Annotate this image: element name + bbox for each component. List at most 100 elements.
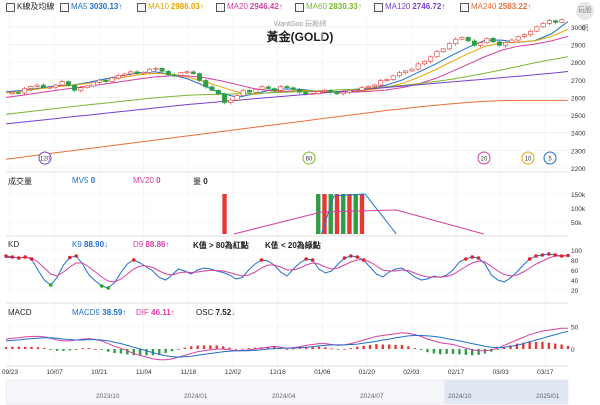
osc-bar (349, 348, 353, 349)
osc-bar (439, 349, 442, 355)
ma-marker-120 (38, 151, 52, 165)
volume-label: 成交量 (8, 177, 32, 186)
candle-body (478, 42, 484, 46)
legend-title: K線及均線 (6, 0, 54, 14)
checkbox-icon[interactable] (216, 2, 225, 12)
period-label: 2024/07 (360, 393, 384, 400)
candle-body (553, 20, 559, 23)
candle-body (265, 86, 271, 89)
candle-body (503, 42, 509, 46)
candle-body (209, 86, 215, 91)
osc-bar (445, 349, 448, 354)
osc-bar (30, 346, 33, 349)
kd-red-dot (566, 253, 570, 258)
date-tick-label: 10/21 (91, 369, 108, 376)
price-tick-label: 2800 (571, 60, 586, 67)
candle-body (471, 40, 477, 46)
candle-body (315, 91, 321, 94)
osc-bar (138, 349, 142, 356)
kd-red-dot (68, 255, 72, 260)
osc-label: OSC 7.52↓ (196, 308, 236, 317)
ma-marker-10 (521, 151, 535, 165)
kd-red-dot (259, 258, 264, 262)
ma-marker-label: 10 (525, 157, 532, 163)
osc-bar (471, 349, 474, 356)
osc-bar (509, 345, 512, 349)
candle-body (421, 60, 427, 65)
osc-bar (43, 348, 46, 349)
candle-body (147, 68, 153, 73)
volume-bar (322, 194, 327, 234)
candle-body (378, 80, 384, 86)
candle-body (240, 90, 246, 96)
ma-marker-label: 120 (40, 157, 51, 163)
candle-body (521, 34, 527, 37)
candle-body (409, 68, 415, 72)
kd-red-dot (355, 255, 360, 259)
volume-tick-label: 50k (571, 220, 582, 227)
candle-body (528, 30, 534, 36)
ma-marker-20 (477, 151, 491, 165)
checkbox-icon[interactable] (460, 2, 469, 12)
osc-bar (273, 346, 276, 349)
checkbox-icon[interactable] (137, 2, 146, 12)
legend-ma120[interactable]: MA120 2746.72↑ (374, 0, 445, 14)
checkbox-icon[interactable] (60, 2, 69, 12)
candle-body (234, 95, 240, 101)
kd-red-dot (527, 257, 532, 261)
kd-red-dot (540, 253, 545, 257)
osc-bar (534, 341, 538, 349)
osc-bar (477, 349, 480, 355)
osc-bar (221, 346, 225, 349)
candle-body (128, 71, 134, 75)
date-tick-label: 12/16 (269, 369, 286, 376)
candle-body (496, 41, 502, 46)
volume-tick-label: 100k (571, 206, 586, 213)
osc-bar (145, 349, 148, 356)
osc-bar (158, 349, 161, 355)
osc-bar (17, 346, 20, 349)
candle-body (97, 79, 103, 83)
candle-body (259, 86, 265, 90)
osc-bar (311, 346, 314, 349)
checkbox-icon[interactable] (295, 2, 304, 12)
candle-body (396, 72, 402, 77)
osc-bar (202, 345, 206, 349)
legend-ma5[interactable]: MA5 3030.13↑ (60, 0, 122, 14)
candle-body (272, 88, 277, 91)
osc-bar (62, 349, 65, 351)
checkbox-icon[interactable] (374, 2, 383, 12)
candle-body (122, 73, 128, 76)
candle-body (284, 86, 290, 89)
candle-body (278, 86, 284, 91)
legend-ma10[interactable]: MA10 2986.03↑ (137, 0, 204, 14)
osc-bar (55, 349, 59, 351)
mv20-label: MV20 0 (133, 176, 161, 185)
ma-line-ma120 (5, 71, 569, 125)
kd-red-dot (16, 256, 21, 260)
legend-ma20[interactable]: MA20 2946.42↑ (216, 0, 283, 14)
kd-red-dot (4, 254, 8, 258)
legend-ma60[interactable]: MA60 2830.33↑ (295, 0, 362, 14)
macd9-line (5, 330, 569, 358)
period-label: 2023/10 (96, 393, 120, 400)
d9-label: D9 88.86↑ (133, 240, 170, 249)
macd-label: MACD (8, 308, 32, 317)
price-tick-label: 2500 (571, 113, 586, 120)
volume-bar (222, 194, 227, 234)
volume-bar (341, 194, 346, 234)
candle-body (140, 72, 146, 74)
candle-body (440, 48, 446, 52)
overview-window (444, 380, 568, 404)
candle-body (84, 85, 90, 89)
date-tick-label: 11/18 (181, 369, 197, 376)
date-tick-label: 01/06 (314, 369, 331, 376)
osc-bar (228, 347, 231, 349)
period-label: 2024/10 (448, 393, 472, 400)
legend-ma240[interactable]: MA240 2583.22↑ (460, 0, 531, 14)
volume-bar (347, 194, 352, 234)
legend-toggle-checkbox[interactable] (6, 2, 15, 12)
macd-panel (4, 327, 570, 361)
osc-bar (49, 349, 52, 350)
